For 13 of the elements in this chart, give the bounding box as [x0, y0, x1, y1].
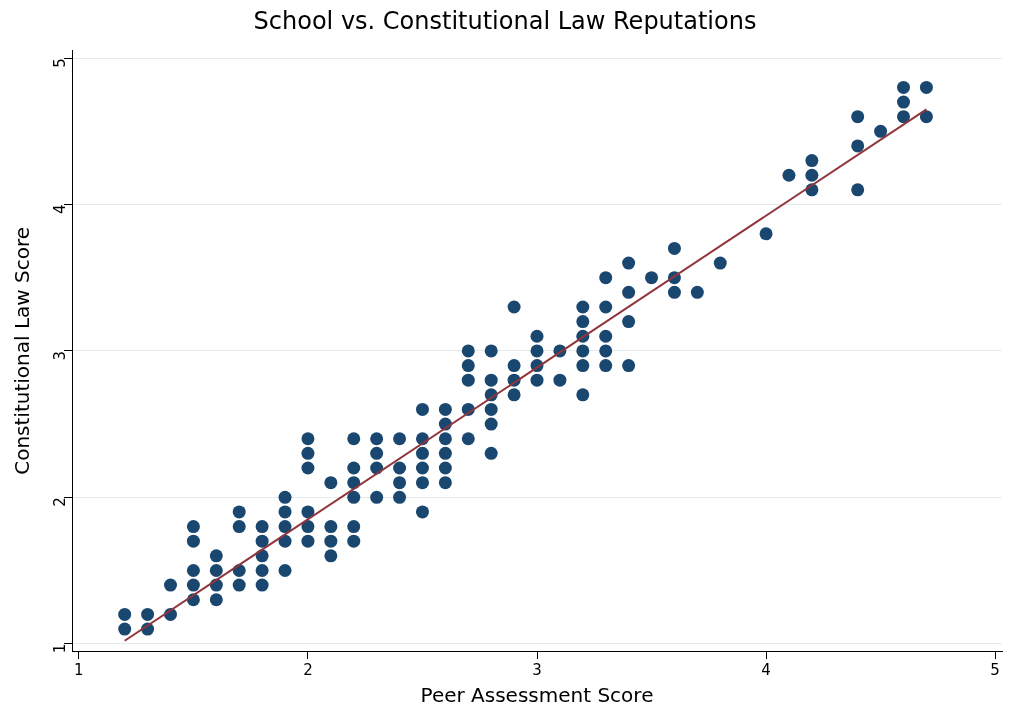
x-tick-label: 3 — [532, 660, 542, 679]
y-tick-label: 5 — [50, 58, 69, 68]
x-axis-title: Peer Assessment Score — [420, 683, 654, 708]
y-axis-title: Constitutional Law Score — [10, 226, 35, 475]
chart-title: School vs. Constitutional Law Reputations — [253, 6, 757, 35]
y-tick-label: 3 — [50, 350, 69, 361]
x-tick-label: 2 — [303, 660, 313, 679]
y-tick-label: 2 — [50, 497, 69, 507]
x-tick-label: 4 — [761, 660, 771, 679]
y-tick-label: 4 — [50, 204, 69, 215]
y-tick-label: 1 — [50, 643, 69, 654]
x-tick-label: 5 — [990, 660, 1000, 679]
x-tick-label: 1 — [74, 660, 84, 679]
